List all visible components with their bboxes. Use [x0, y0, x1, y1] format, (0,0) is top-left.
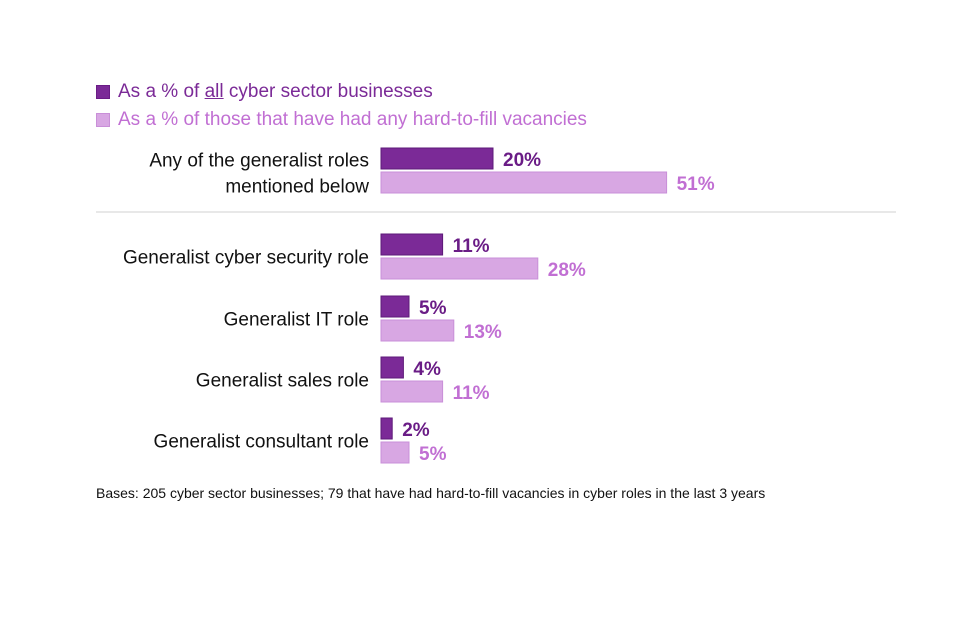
footnote: Bases: 205 cyber sector businesses; 79 t…: [96, 485, 766, 501]
bar-hard-to-fill: [380, 319, 455, 342]
bar-all-businesses: [380, 233, 444, 256]
value-label: 20%: [503, 150, 541, 171]
bar-hard-to-fill: [380, 441, 410, 464]
category-label: Generalist sales role: [196, 371, 369, 392]
bar-all-businesses: [380, 356, 404, 379]
value-label: 2%: [402, 420, 430, 441]
value-label: 51%: [677, 174, 715, 195]
value-label: 11%: [453, 236, 490, 257]
legend: As a % of all cyber sector businesses As…: [96, 78, 587, 134]
value-label: 4%: [413, 359, 441, 380]
legend-item-all-businesses: As a % of all cyber sector businesses: [96, 78, 587, 106]
legend-swatch-all: [96, 85, 110, 99]
bar-all-businesses: [380, 417, 393, 440]
legend-swatch-hard-to-fill: [96, 113, 110, 127]
value-label: 28%: [548, 260, 586, 281]
bar-hard-to-fill: [380, 380, 444, 403]
category-label: Generalist cyber security role: [123, 248, 369, 269]
category-label-line: mentioned below: [225, 177, 369, 198]
bar-hard-to-fill: [380, 257, 539, 280]
value-label: 5%: [419, 298, 447, 319]
category-label-line: Any of the generalist roles: [149, 151, 369, 172]
value-label: 5%: [419, 444, 447, 465]
value-label: 11%: [453, 383, 490, 404]
category-label: Any of the generalist roles mentioned bel…: [149, 151, 369, 198]
bar-all-businesses: [380, 295, 410, 318]
legend-label-hard-to-fill: As a % of those that have had any hard-t…: [118, 109, 587, 130]
legend-all-prefix: As a % of: [118, 81, 205, 102]
category-label: Generalist consultant role: [154, 432, 369, 453]
legend-all-suffix: cyber sector businesses: [223, 81, 433, 102]
legend-all-emphasis: all: [204, 81, 224, 102]
bar-all-businesses: [380, 147, 494, 170]
legend-label-all: As a % of all cyber sector businesses: [118, 81, 433, 103]
value-label: 13%: [464, 322, 502, 343]
legend-item-hard-to-fill: As a % of those that have had any hard-t…: [96, 106, 587, 134]
bar-hard-to-fill: [380, 171, 668, 194]
category-label: Generalist IT role: [224, 310, 369, 331]
